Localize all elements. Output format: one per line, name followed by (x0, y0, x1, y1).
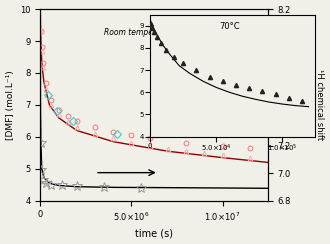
Text: 70°C: 70°C (219, 22, 240, 31)
Y-axis label: [DMF] (mol.L⁻¹): [DMF] (mol.L⁻¹) (6, 70, 15, 140)
Text: Room temperature: Room temperature (104, 28, 177, 37)
Y-axis label: ¹H chemical shift
(ppm): ¹H chemical shift (ppm) (305, 69, 324, 141)
X-axis label: time (s): time (s) (135, 228, 173, 238)
